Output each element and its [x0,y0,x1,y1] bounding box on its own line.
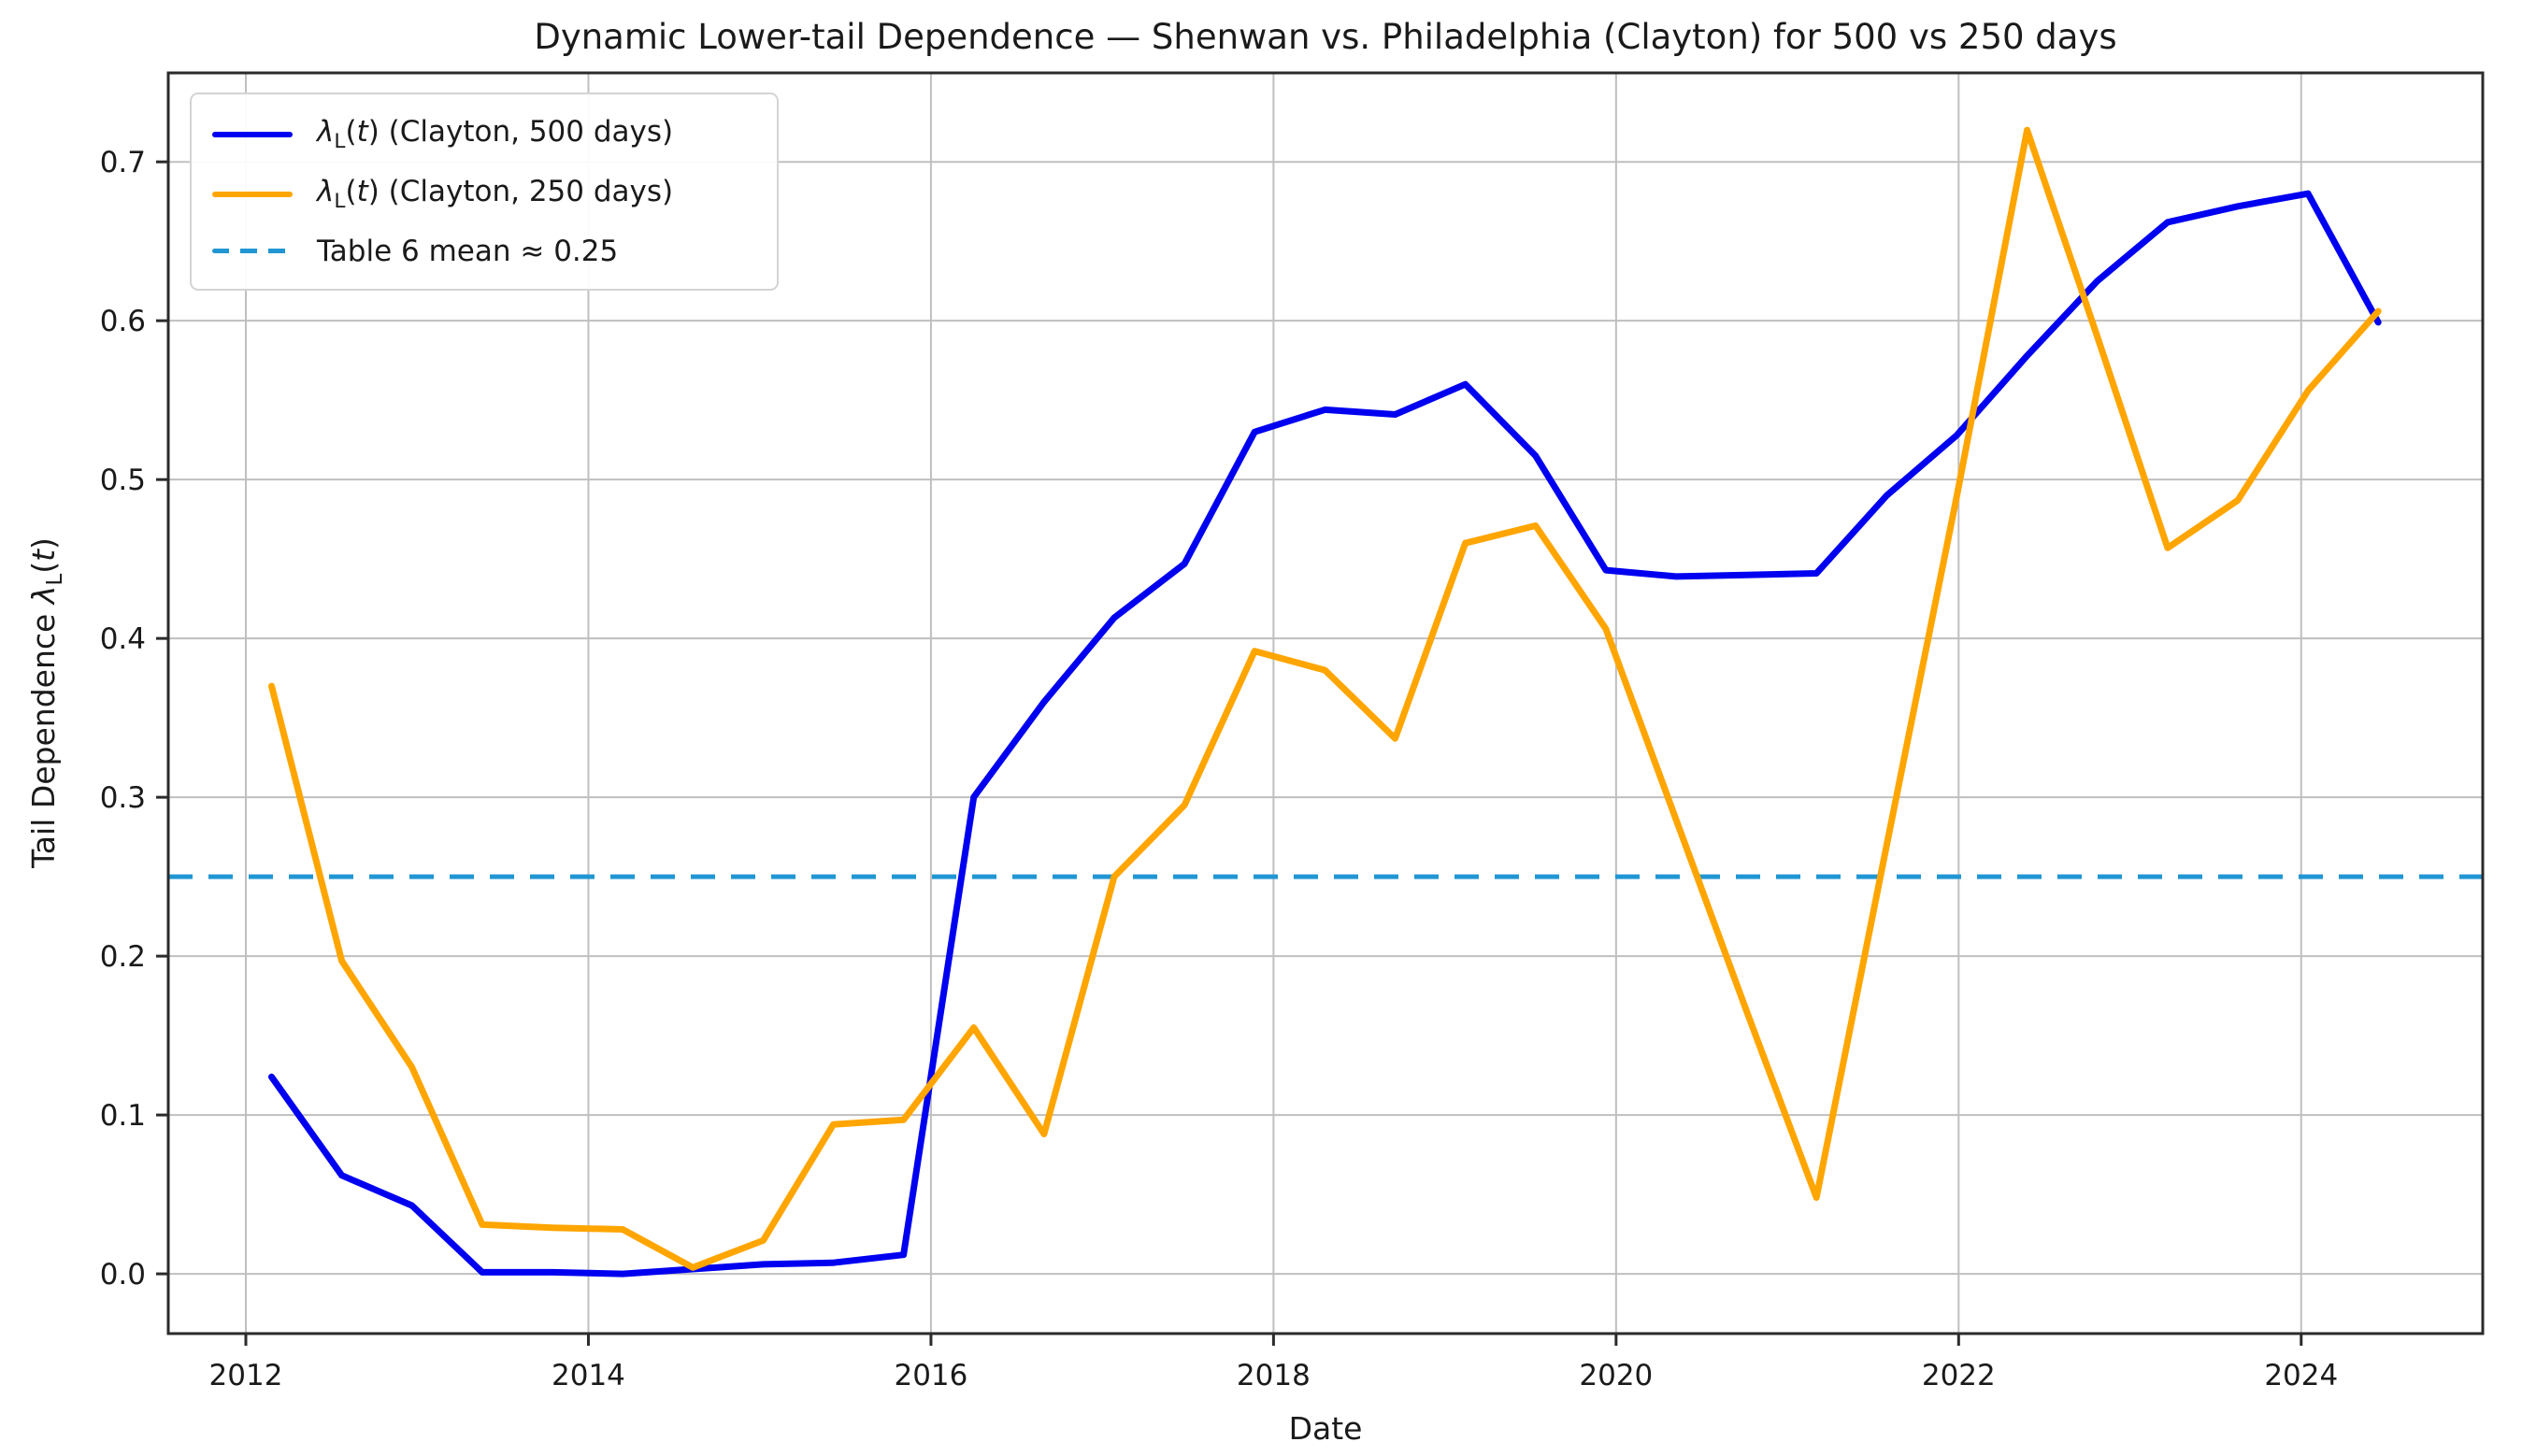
plot-frame [166,71,2485,1335]
legend-label-1: λL(t) (Clayton, 250 days) [317,174,674,214]
x-tick-label-2020: 2020 [1579,1359,1653,1392]
y-tick-label-0.7: 0.7 [100,146,146,179]
x-axis-label: Date [1289,1410,1363,1447]
line-swatch-icon [212,131,293,137]
y-tick-label-0.2: 0.2 [100,940,146,974]
x-tick-label-2014: 2014 [552,1359,625,1392]
y-tick-label-0.6: 0.6 [100,305,146,338]
grid-layer [168,73,2483,1334]
x-tick-label-2012: 2012 [209,1359,283,1392]
series-clayton-500-line [268,190,2382,1278]
legend-item-2: Table 6 mean ≈ 0.25 [212,235,745,268]
legend-label-2: Table 6 mean ≈ 0.25 [317,234,619,268]
x-tick-label-2024: 2024 [2264,1359,2338,1392]
line-swatch-icon [212,191,293,197]
y-tick-label-0.3: 0.3 [100,781,146,815]
y-tick-label-0.5: 0.5 [100,464,146,497]
legend-item-0: λL(t) (Clayton, 500 days) [212,115,745,153]
chart-title: Dynamic Lower-tail Dependence — Shenwan … [534,17,2116,57]
legend-item-1: λL(t) (Clayton, 250 days) [212,175,745,213]
legend: λL(t) (Clayton, 500 days) λL(t) (Clayton,… [190,93,779,291]
tick-layer: 2012 2014 2016 2018 2020 2022 2024 0.0 0.1 0.2 0.3… [100,146,2339,1392]
y-tick-label-0.0: 0.0 [100,1258,146,1292]
series-clayton-250-line [268,126,2382,1271]
x-tick-label-2018: 2018 [1237,1359,1311,1392]
y-tick-label-0.1: 0.1 [100,1099,146,1133]
y-axis-label: Tail Dependence λL(t) [25,537,67,869]
x-tick-label-2022: 2022 [1922,1359,1996,1392]
y-tick-label-0.4: 0.4 [100,622,146,656]
x-tick-label-2016: 2016 [894,1359,967,1392]
series-layer [268,126,2382,1278]
legend-label-0: λL(t) (Clayton, 500 days) [317,115,674,154]
dashed-line-swatch-icon [212,249,293,254]
